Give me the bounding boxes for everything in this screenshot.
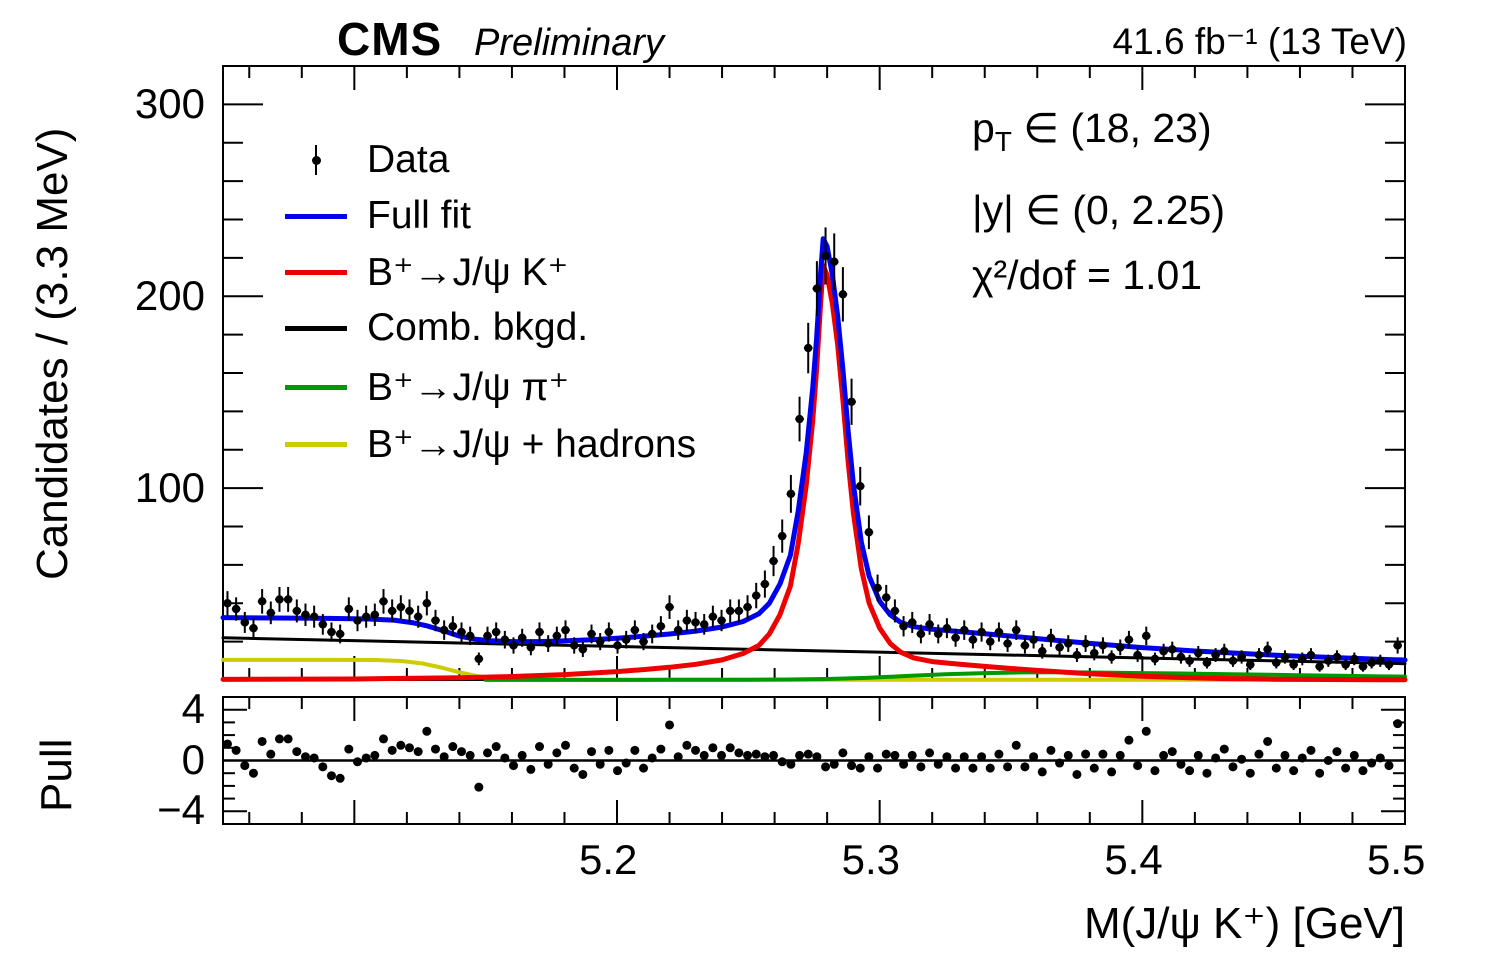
luminosity-label: 41.6 fb⁻¹ (13 TeV) [1112, 21, 1407, 62]
signal-curve [220, 263, 1408, 683]
data-marker-icon [283, 145, 349, 175]
legend-label: B⁺→J/ψ + hadrons [367, 422, 697, 466]
legend-item-2: B⁺→J/ψ K⁺ [283, 250, 568, 294]
pt-symbol: p [972, 105, 995, 151]
x-axis-title: M(J/ψ K⁺) [GeV] [1083, 899, 1405, 948]
legend-item-5: B⁺→J/ψ + hadrons [283, 422, 696, 466]
legend-item-4: B⁺→J/ψ π⁺ [283, 365, 569, 409]
main-y-tick-label: 200 [134, 272, 205, 320]
legend-item-3: Comb. bkgd. [283, 306, 588, 350]
x-tick-label: 5.4 [1104, 836, 1163, 883]
experiment-label: CMS [337, 13, 443, 65]
legend-line-swatch [283, 384, 349, 390]
pull-y-axis-title: Pull [32, 738, 81, 812]
pull-y-tick-label: 4 [181, 684, 205, 732]
legend-item-0: Data [283, 138, 449, 182]
legend-label: Comb. bkgd. [367, 306, 589, 349]
pt-range-annotation: pT ∈ (18, 23) [972, 104, 1212, 158]
legend-item-1: Full fit [283, 194, 471, 238]
preliminary-label: Preliminary [474, 22, 665, 64]
pull-y-tick-label: 0 [181, 735, 205, 783]
pt-subscript: T [994, 126, 1012, 158]
data-points [223, 227, 1402, 672]
main-y-tick-label: 300 [134, 80, 205, 128]
legend-label: B⁺→J/ψ K⁺ [367, 250, 569, 294]
x-tick-label: 5.3 [841, 836, 901, 883]
legend-label: Data [367, 138, 450, 181]
legend-line-swatch [283, 269, 349, 275]
legend-label: B⁺→J/ψ π⁺ [367, 365, 570, 409]
chi2-annotation: χ²/dof = 1.01 [972, 252, 1203, 298]
pull-points [222, 719, 1403, 792]
main-y-tick-label: 100 [134, 464, 205, 512]
pull-y-tick-label: −4 [157, 786, 205, 834]
legend-label: Full fit [367, 194, 472, 237]
x-tick-label: 5.5 [1367, 836, 1426, 883]
main-y-axis-title: Candidates / (3.3 MeV) [28, 127, 77, 580]
legend-line-swatch [283, 213, 349, 219]
rapidity-annotation: |y| ∈ (0, 2.25) [972, 187, 1225, 233]
legend-line-swatch [283, 441, 349, 447]
legend-line-swatch [283, 325, 349, 331]
pt-interval: ∈ (18, 23) [1011, 105, 1212, 151]
x-tick-label: 5.2 [579, 836, 638, 883]
